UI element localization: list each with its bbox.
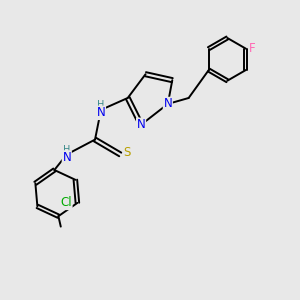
Text: F: F [249, 42, 256, 55]
Text: N: N [97, 106, 105, 119]
Text: S: S [123, 146, 130, 160]
Text: N: N [164, 98, 172, 110]
Text: H: H [97, 100, 105, 110]
Text: N: N [62, 151, 71, 164]
Text: H: H [63, 145, 70, 155]
Text: N: N [137, 118, 146, 131]
Text: Cl: Cl [60, 196, 72, 209]
